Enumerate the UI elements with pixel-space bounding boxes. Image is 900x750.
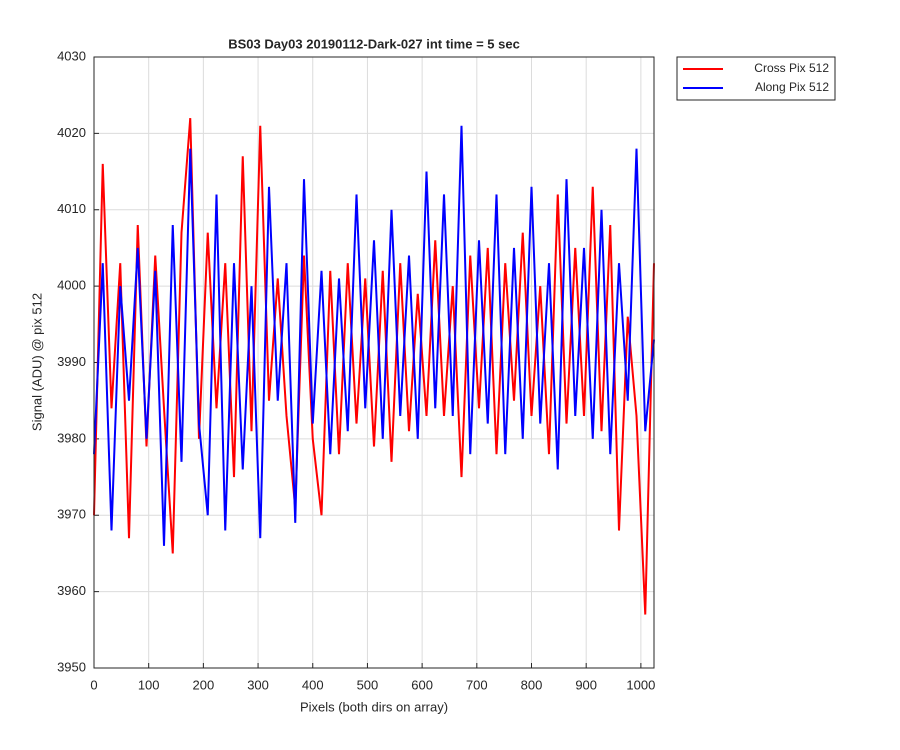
data-line (93, 118, 655, 615)
x-tick-label: 0 (90, 677, 97, 692)
x-tick-label: 700 (466, 677, 488, 692)
x-tick-label: 600 (411, 677, 433, 692)
y-tick-label: 4000 (57, 278, 86, 293)
x-tick-label: 900 (575, 677, 597, 692)
legend-box (676, 56, 836, 101)
x-axis-label: Pixels (both dirs on array) (300, 699, 448, 714)
y-tick-label: 3980 (57, 430, 86, 445)
x-tick-label: 800 (521, 677, 543, 692)
x-tick-label: 200 (193, 677, 215, 692)
legend-label: Along Pix 512 (755, 80, 829, 94)
y-tick-label: 4030 (57, 48, 86, 63)
y-tick-label: 4010 (57, 201, 86, 216)
y-axis-label: Signal (ADU) @ pix 512 (29, 293, 44, 431)
chart-title: BS03 Day03 20190112-Dark-027 int time = … (228, 36, 520, 51)
y-tick-label: 3990 (57, 354, 86, 369)
y-tick-label: 3960 (57, 583, 86, 598)
x-tick-label: 500 (357, 677, 379, 692)
y-tick-label: 3950 (57, 659, 86, 674)
axes-box (93, 56, 655, 669)
x-tick-label: 300 (247, 677, 269, 692)
x-tick-label: 400 (302, 677, 324, 692)
y-tick-label: 3970 (57, 507, 86, 522)
x-tick-label: 100 (138, 677, 160, 692)
legend-label: Cross Pix 512 (754, 61, 829, 75)
data-line (93, 125, 655, 546)
x-tick-label: 1000 (626, 677, 655, 692)
y-tick-label: 4020 (57, 125, 86, 140)
